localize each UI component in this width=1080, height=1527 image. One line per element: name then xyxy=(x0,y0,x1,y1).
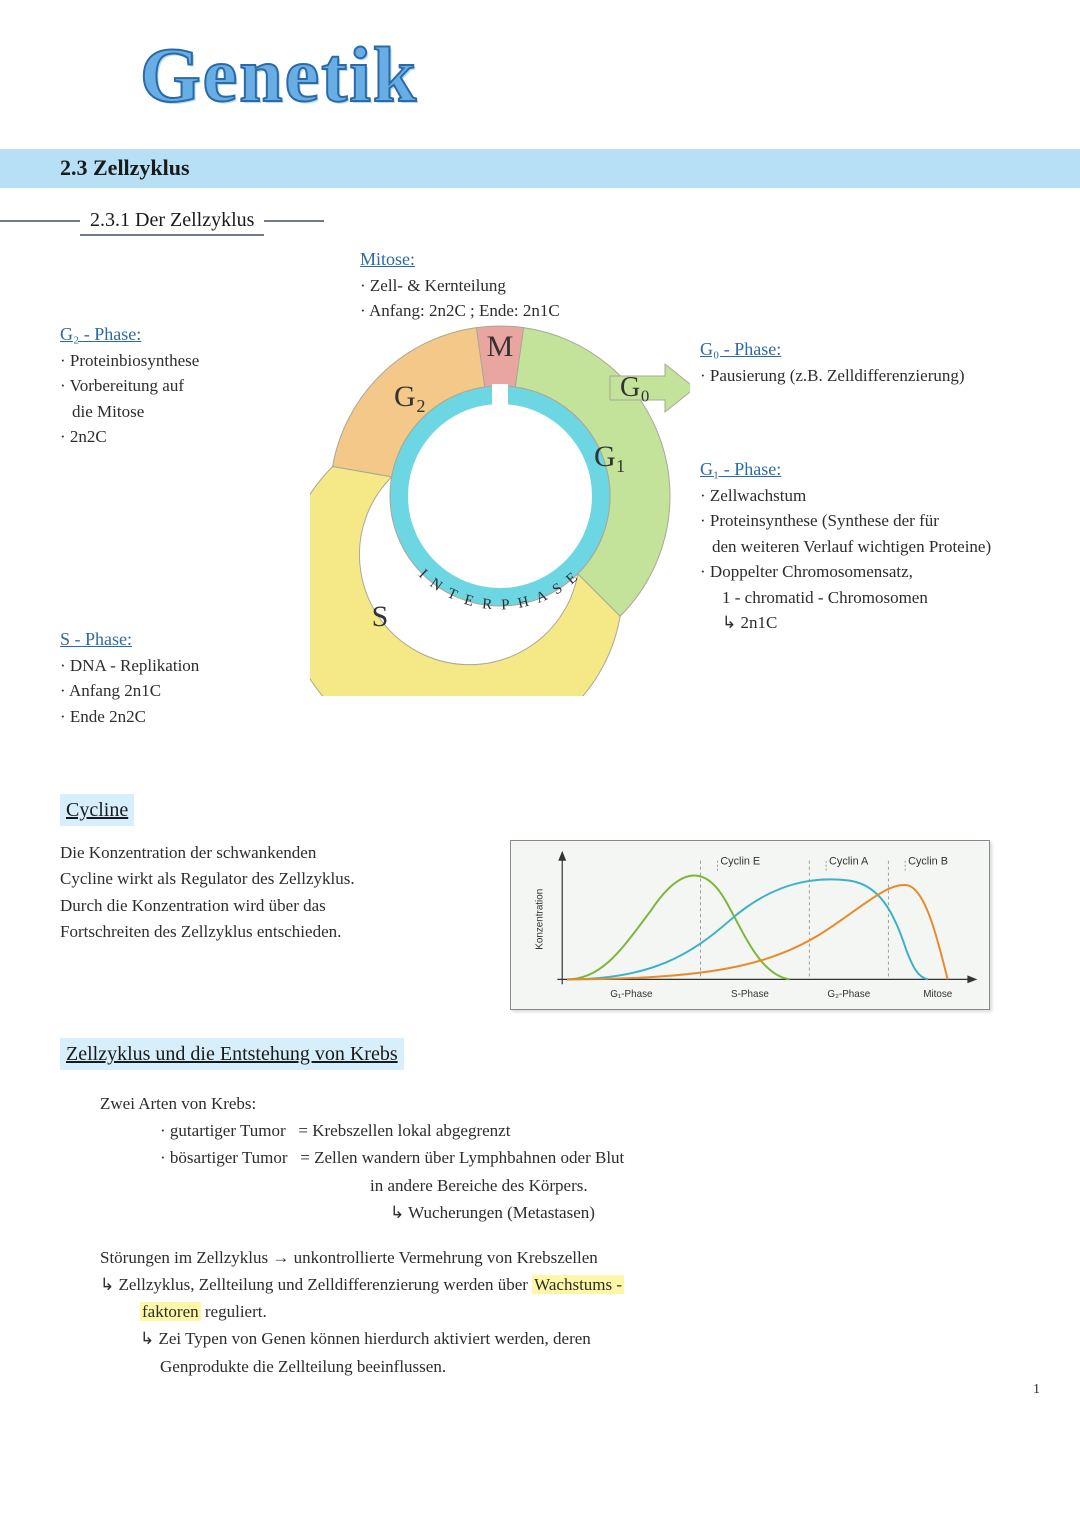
note-s-l3: Ende 2n2C xyxy=(60,704,199,730)
label-s: S xyxy=(372,600,389,633)
content-area: Mitose: Zell- & Kernteilung Anfang: 2n2C… xyxy=(0,246,1080,1380)
divider-right xyxy=(264,220,324,222)
note-g2-l2: Vorbereitung auf xyxy=(60,373,199,399)
subsection-row: 2.3.1 Der Zellzyklus xyxy=(0,206,1080,236)
note-g0-title: G₀ - Phase: xyxy=(700,336,965,363)
krebs-l5: ↳ Wucherungen (Metastasen) xyxy=(60,1199,1020,1226)
svg-text:Cyclin E: Cyclin E xyxy=(720,856,760,868)
note-g2: G₂ - Phase: Proteinbiosynthese Vorbereit… xyxy=(60,321,199,450)
svg-text:Konzentration: Konzentration xyxy=(534,889,545,950)
note-g0: G₀ - Phase: Pausierung (z.B. Zelldiffere… xyxy=(700,336,965,389)
section-heading: 2.3 Zellzyklus xyxy=(0,149,1080,188)
svg-text:Mitose: Mitose xyxy=(923,989,953,1000)
label-g2: G₂ xyxy=(394,380,426,413)
ring-gap xyxy=(492,384,508,408)
note-g1-title: G₁ - Phase: xyxy=(700,456,991,483)
note-g2-l3: die Mitose xyxy=(60,399,199,425)
svg-text:Cyclin B: Cyclin B xyxy=(908,856,948,868)
inner-fill xyxy=(408,404,592,588)
note-g1-l5: 1 - chromatid - Chromosomen xyxy=(700,585,991,611)
cycline-l4: Fortschreiten des Zellzyklus entschieden… xyxy=(60,919,490,945)
cellcycle-diagram-area: Mitose: Zell- & Kernteilung Anfang: 2n2C… xyxy=(60,246,1020,766)
note-g2-l1: Proteinbiosynthese xyxy=(60,348,199,374)
krebs-l3b: = Zellen wandern über Lymphbahnen oder B… xyxy=(300,1148,624,1167)
heading-krebs: Zellzyklus und die Entstehung von Krebs xyxy=(60,1038,404,1070)
krebs-body: Zwei Arten von Krebs: gutartiger Tumor =… xyxy=(60,1090,1020,1380)
page-title: Genetik xyxy=(0,0,1080,139)
cycline-chart: Konzentration Cyclin E Cyclin A Cyclin B G₁-… xyxy=(510,840,990,1010)
note-mitose-title: Mitose: xyxy=(360,246,560,273)
krebs-l9: ↳ Zei Typen von Genen können hierdurch a… xyxy=(60,1325,1020,1352)
krebs-l7: ↳ Zellzyklus, Zellteilung und Zelldiffer… xyxy=(60,1271,1020,1298)
krebs-l7a: ↳ Zellzyklus, Zellteilung und Zelldiffer… xyxy=(100,1275,532,1294)
note-g2-l4: 2n2C xyxy=(60,424,199,450)
krebs-l2b: = Krebszellen lokal abgegrenzt xyxy=(298,1121,510,1140)
note-s-l2: Anfang 2n1C xyxy=(60,678,199,704)
svg-text:Cyclin A: Cyclin A xyxy=(829,856,869,868)
krebs-l7b: Wachstums - xyxy=(532,1275,624,1294)
label-m: M xyxy=(487,330,514,363)
note-g1-l4: Doppelter Chromosomensatz, xyxy=(700,559,991,585)
page-number: 1 xyxy=(1033,1380,1040,1400)
note-g0-l1: Pausierung (z.B. Zelldifferenzierung) xyxy=(700,363,965,389)
heading-cycline: Cycline xyxy=(60,794,134,826)
svg-text:S-Phase: S-Phase xyxy=(731,989,769,1000)
cycline-l1: Die Konzentration der schwankenden xyxy=(60,840,490,866)
note-mitose-l1: Zell- & Kernteilung xyxy=(360,273,560,299)
cycline-text: Die Konzentration der schwankenden Cycli… xyxy=(60,840,490,945)
krebs-l10: Genprodukte die Zellteilung beeinflussen… xyxy=(60,1353,1020,1380)
krebs-l2a: gutartiger Tumor xyxy=(160,1121,286,1140)
note-g1-l3: den weiteren Verlauf wichtigen Proteine) xyxy=(700,534,991,560)
note-g1-l2: Proteinsynthese (Synthese der für xyxy=(700,508,991,534)
note-g1-l6: ↳ 2n1C xyxy=(700,610,991,636)
krebs-l6: Störungen im Zellzyklus → unkontrolliert… xyxy=(60,1244,1020,1271)
note-g1-l1: Zellwachstum xyxy=(700,483,991,509)
note-g2-title: G₂ - Phase: xyxy=(60,321,199,348)
label-g1: G₁ xyxy=(594,440,626,473)
note-g1: G₁ - Phase: Zellwachstum Proteinsynthese… xyxy=(700,456,991,636)
note-s-title: S - Phase: xyxy=(60,626,199,653)
svg-text:G₁-Phase: G₁-Phase xyxy=(610,989,653,1000)
cycline-row: Die Konzentration der schwankenden Cycli… xyxy=(60,840,1020,1010)
svg-text:G₂-Phase: G₂-Phase xyxy=(827,989,870,1000)
subsection-heading: 2.3.1 Der Zellzyklus xyxy=(80,206,264,236)
krebs-l2: gutartiger Tumor = Krebszellen lokal abg… xyxy=(60,1117,1020,1144)
cycline-l2: Cycline wirkt als Regulator des Zellzykl… xyxy=(60,866,490,892)
divider-left xyxy=(0,220,80,222)
krebs-l1: Zwei Arten von Krebs: xyxy=(60,1090,1020,1117)
note-s-l1: DNA - Replikation xyxy=(60,653,199,679)
krebs-l3a: bösartiger Tumor xyxy=(160,1148,288,1167)
krebs-l8a: faktoren xyxy=(140,1302,201,1321)
krebs-l8: faktoren reguliert. xyxy=(60,1298,1020,1325)
krebs-l3: bösartiger Tumor = Zellen wandern über L… xyxy=(60,1144,1020,1171)
cellcycle-svg: M G₂ G₀ G₁ S I N T E R P H A S E xyxy=(310,296,690,696)
krebs-l8b: reguliert. xyxy=(201,1302,267,1321)
krebs-l4: in andere Bereiche des Körpers. xyxy=(60,1172,1020,1199)
note-s: S - Phase: DNA - Replikation Anfang 2n1C… xyxy=(60,626,199,730)
label-g0: G₀ xyxy=(620,372,650,403)
cycline-l3: Durch die Konzentration wird über das xyxy=(60,893,490,919)
